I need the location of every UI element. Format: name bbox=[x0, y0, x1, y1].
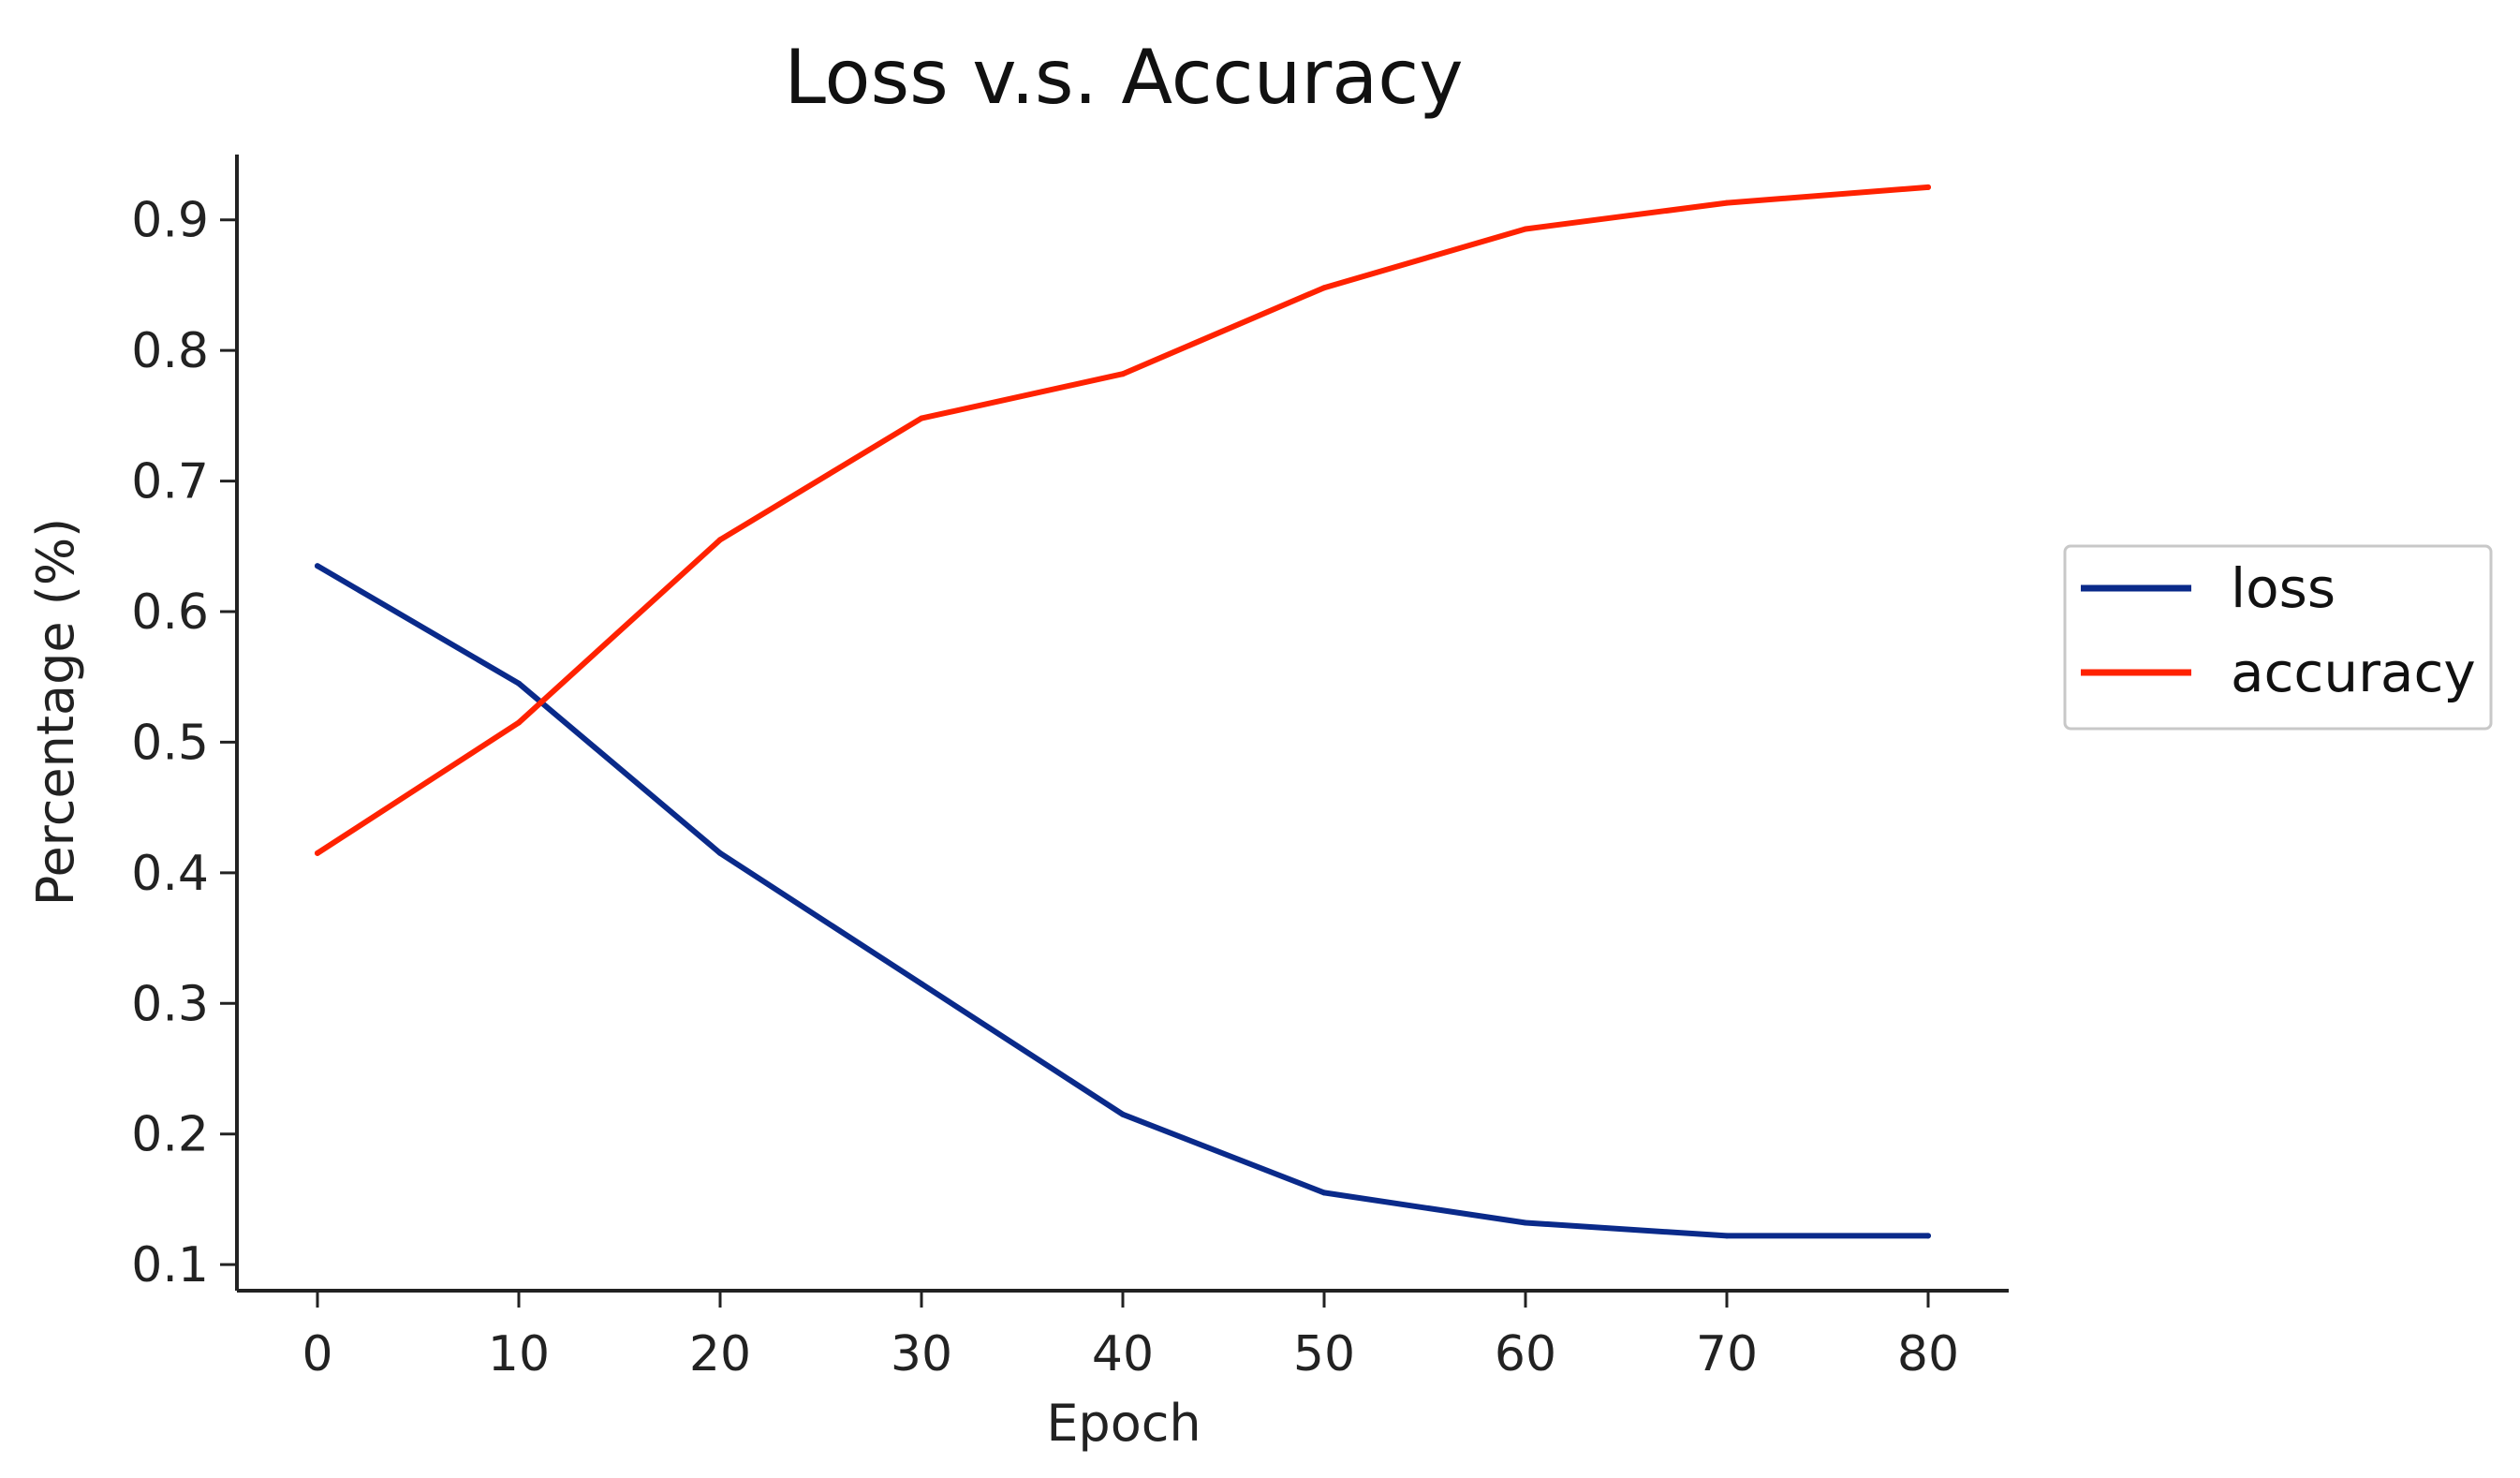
y-tick-label: 0.6 bbox=[131, 584, 209, 641]
data-point-accuracy bbox=[919, 415, 924, 421]
x-tick-label: 50 bbox=[1293, 1326, 1355, 1382]
legend-label-loss: loss bbox=[2231, 556, 2336, 620]
data-point-loss bbox=[1925, 1233, 1931, 1239]
y-tick-label: 0.5 bbox=[131, 715, 209, 771]
data-point-accuracy bbox=[1724, 200, 1730, 206]
y-ticks: 0.1 0.2 0.3 0.4 0.5 0.6 0.7 0.8 0.9 bbox=[131, 193, 237, 1293]
x-tick-label: 0 bbox=[302, 1326, 332, 1382]
legend: loss accuracy bbox=[2063, 544, 2493, 731]
data-point-accuracy bbox=[315, 850, 320, 856]
axes bbox=[235, 155, 2009, 1293]
x-tick-label: 20 bbox=[689, 1326, 751, 1382]
data-point-loss bbox=[1120, 1111, 1126, 1117]
data-point-accuracy bbox=[717, 537, 723, 543]
x-tick-label: 40 bbox=[1092, 1326, 1154, 1382]
series-line-accuracy bbox=[315, 184, 1931, 856]
y-tick-label: 0.8 bbox=[131, 323, 209, 379]
legend-items: loss accuracy bbox=[2081, 556, 2476, 704]
series-layer bbox=[315, 184, 1931, 1239]
y-tick-label: 0.3 bbox=[131, 976, 209, 1032]
x-tick-label: 60 bbox=[1495, 1326, 1556, 1382]
series-line-loss bbox=[315, 563, 1931, 1239]
y-axis-title: Percentage (%) bbox=[26, 518, 85, 906]
x-tick-label: 70 bbox=[1696, 1326, 1758, 1382]
legend-box bbox=[2063, 544, 2493, 731]
x-tick-label: 10 bbox=[488, 1326, 550, 1382]
x-axis-title: Epoch bbox=[1046, 1394, 1201, 1453]
data-point-loss bbox=[1724, 1233, 1730, 1239]
y-tick-label: 0.9 bbox=[131, 193, 209, 249]
data-point-loss bbox=[717, 850, 723, 856]
data-point-accuracy bbox=[516, 719, 522, 726]
y-tick-label: 0.1 bbox=[131, 1237, 209, 1293]
chart-title: Loss v.s. Accuracy bbox=[784, 34, 1463, 121]
data-point-loss bbox=[315, 563, 320, 569]
x-tick-label: 80 bbox=[1897, 1326, 1959, 1382]
x-tick-label: 30 bbox=[891, 1326, 952, 1382]
data-point-accuracy bbox=[1120, 371, 1126, 377]
data-point-loss bbox=[1523, 1219, 1528, 1226]
y-tick-label: 0.4 bbox=[131, 846, 209, 902]
data-point-accuracy bbox=[1523, 226, 1528, 232]
data-point-loss bbox=[1321, 1190, 1327, 1196]
data-point-loss bbox=[516, 680, 522, 687]
x-ticks: 0 10 20 30 40 50 60 70 80 bbox=[302, 1291, 1959, 1382]
data-point-accuracy bbox=[1321, 285, 1327, 291]
y-tick-label: 0.2 bbox=[131, 1107, 209, 1163]
data-point-loss bbox=[919, 981, 924, 987]
data-point-accuracy bbox=[1925, 184, 1931, 190]
y-tick-label: 0.7 bbox=[131, 454, 209, 510]
legend-label-accuracy: accuracy bbox=[2231, 641, 2476, 704]
